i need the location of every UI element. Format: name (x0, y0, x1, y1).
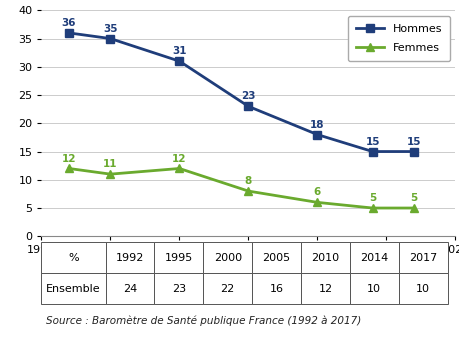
FancyBboxPatch shape (41, 242, 106, 273)
Text: 36: 36 (62, 18, 76, 28)
Text: 15: 15 (406, 137, 420, 147)
Text: 10: 10 (415, 284, 429, 294)
Hommes (410, 150, 416, 154)
Text: 1995: 1995 (164, 253, 193, 263)
Text: Ensemble: Ensemble (46, 284, 101, 294)
Hommes (245, 104, 251, 108)
Text: 10: 10 (366, 284, 381, 294)
FancyBboxPatch shape (41, 273, 106, 304)
FancyBboxPatch shape (106, 273, 154, 304)
FancyBboxPatch shape (398, 273, 447, 304)
Text: 31: 31 (172, 46, 186, 56)
Text: 12: 12 (172, 153, 186, 163)
Text: 5: 5 (409, 193, 417, 203)
Hommes (66, 31, 72, 35)
Text: 12: 12 (318, 284, 332, 294)
FancyBboxPatch shape (349, 273, 398, 304)
Text: 22: 22 (220, 284, 234, 294)
Femmes (369, 206, 375, 210)
Text: 2017: 2017 (408, 253, 437, 263)
Femmes (245, 189, 251, 193)
Text: 8: 8 (244, 176, 252, 186)
FancyBboxPatch shape (203, 273, 252, 304)
Text: %: % (68, 253, 78, 263)
Text: 16: 16 (269, 284, 283, 294)
FancyBboxPatch shape (252, 242, 300, 273)
Text: 6: 6 (313, 187, 320, 197)
Text: 23: 23 (171, 284, 185, 294)
FancyBboxPatch shape (300, 242, 349, 273)
Text: 5: 5 (368, 193, 375, 203)
Text: 2005: 2005 (262, 253, 290, 263)
Text: Source : Baromètre de Santé publique France (1992 à 2017): Source : Baromètre de Santé publique Fra… (45, 315, 360, 326)
Hommes (107, 36, 113, 41)
Hommes (176, 59, 182, 63)
FancyBboxPatch shape (252, 273, 300, 304)
Hommes (314, 132, 319, 137)
FancyBboxPatch shape (106, 242, 154, 273)
Femmes (66, 166, 72, 171)
Text: 24: 24 (123, 284, 137, 294)
Text: 11: 11 (103, 159, 118, 169)
FancyBboxPatch shape (203, 242, 252, 273)
Femmes (176, 166, 182, 171)
Text: 2010: 2010 (311, 253, 339, 263)
Text: 2014: 2014 (359, 253, 387, 263)
Text: 18: 18 (309, 120, 324, 130)
Femmes (410, 206, 416, 210)
Text: 23: 23 (241, 92, 255, 101)
Text: 2000: 2000 (213, 253, 241, 263)
Text: 15: 15 (364, 137, 379, 147)
Line: Hommes: Hommes (65, 29, 417, 155)
Text: 12: 12 (62, 153, 76, 163)
Femmes (107, 172, 113, 176)
Text: 35: 35 (103, 24, 118, 34)
FancyBboxPatch shape (398, 242, 447, 273)
Line: Femmes: Femmes (65, 164, 417, 212)
FancyBboxPatch shape (154, 273, 203, 304)
Text: 1992: 1992 (116, 253, 144, 263)
FancyBboxPatch shape (349, 242, 398, 273)
FancyBboxPatch shape (154, 242, 203, 273)
Legend: Hommes, Femmes: Hommes, Femmes (347, 16, 449, 61)
FancyBboxPatch shape (300, 273, 349, 304)
Hommes (369, 150, 375, 154)
Femmes (314, 200, 319, 204)
